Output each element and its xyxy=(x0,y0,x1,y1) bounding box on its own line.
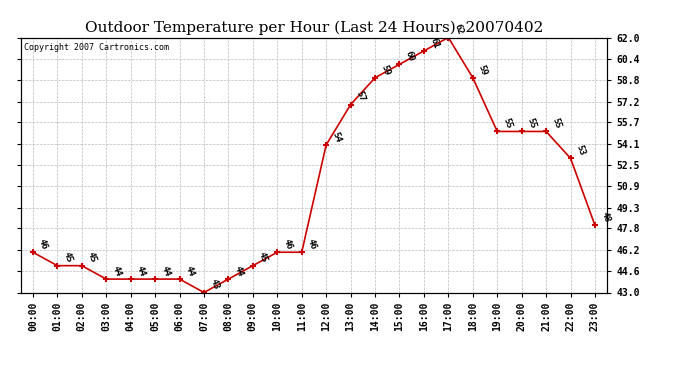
Text: 60: 60 xyxy=(404,50,416,63)
Text: 54: 54 xyxy=(331,130,342,144)
Text: 57: 57 xyxy=(355,90,367,103)
Text: 45: 45 xyxy=(86,251,98,264)
Text: 44: 44 xyxy=(184,264,196,278)
Text: 55: 55 xyxy=(550,117,562,130)
Text: Copyright 2007 Cartronics.com: Copyright 2007 Cartronics.com xyxy=(23,43,168,52)
Text: 46: 46 xyxy=(282,238,293,251)
Text: 55: 55 xyxy=(526,117,538,130)
Text: 44: 44 xyxy=(233,264,245,278)
Text: 59: 59 xyxy=(477,63,489,76)
Text: 48: 48 xyxy=(599,211,611,224)
Text: 53: 53 xyxy=(575,144,586,157)
Text: 43: 43 xyxy=(208,278,220,291)
Text: 62: 62 xyxy=(453,23,464,36)
Text: 44: 44 xyxy=(110,264,123,278)
Text: 45: 45 xyxy=(257,251,269,264)
Text: 46: 46 xyxy=(306,238,318,251)
Text: 46: 46 xyxy=(37,238,49,251)
Text: 59: 59 xyxy=(380,63,391,76)
Text: 44: 44 xyxy=(159,264,171,278)
Text: 45: 45 xyxy=(61,251,74,264)
Title: Outdoor Temperature per Hour (Last 24 Hours)  20070402: Outdoor Temperature per Hour (Last 24 Ho… xyxy=(85,21,543,35)
Text: 55: 55 xyxy=(502,117,513,130)
Text: 44: 44 xyxy=(135,264,147,278)
Text: 61: 61 xyxy=(428,36,440,50)
